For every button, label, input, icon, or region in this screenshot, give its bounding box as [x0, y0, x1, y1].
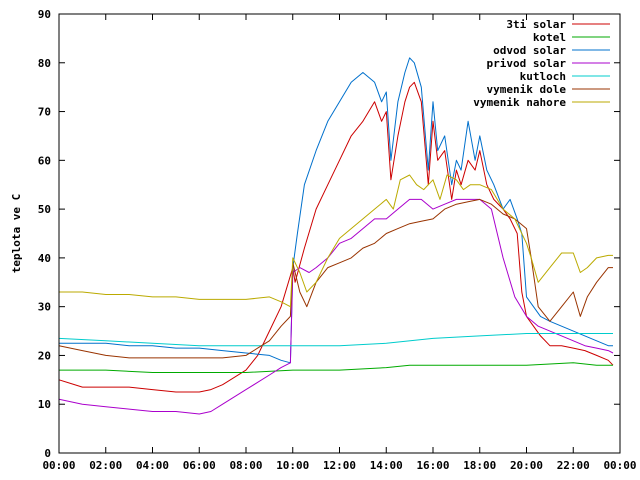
legend-label: 3ti solar: [506, 18, 566, 31]
y-tick-label: 70: [38, 106, 51, 119]
x-tick-label: 22:00: [557, 459, 590, 472]
y-tick-label: 90: [38, 8, 51, 21]
series-line-kutloch: [58, 333, 613, 347]
series-line-3ti-solar: [58, 81, 614, 393]
x-tick-label: 20:00: [510, 459, 543, 472]
legend-label: vymenik nahore: [473, 96, 566, 109]
y-tick-label: 20: [38, 349, 51, 362]
x-tick-label: 18:00: [463, 459, 496, 472]
series-line-privod-solar: [58, 198, 614, 415]
x-tick-label: 10:00: [276, 459, 309, 472]
series-line-vymenik-dole: [58, 198, 613, 359]
legend-label: privod solar: [487, 57, 567, 70]
y-tick-label: 40: [38, 252, 51, 265]
x-tick-label: 02:00: [89, 459, 122, 472]
x-tick-label: 14:00: [370, 459, 403, 472]
y-tick-label: 80: [38, 57, 51, 70]
x-tick-label: 00:00: [42, 459, 75, 472]
series-line-kotel: [59, 362, 613, 373]
y-tick-label: 30: [38, 301, 51, 314]
y-tick-label: 10: [38, 398, 51, 411]
x-tick-label: 08:00: [229, 459, 262, 472]
series-line-odvod-solar: [59, 57, 613, 364]
series-line-vymenik-nahore: [59, 174, 613, 308]
legend-label: kotel: [533, 31, 566, 44]
x-axis: 00:00 02:00 04:00 06:00 08:00 10:00 12:00 14:00…: [42, 14, 637, 472]
legend-label: kutloch: [520, 70, 566, 83]
x-tick-label: 04:00: [136, 459, 169, 472]
y-tick-label: 50: [38, 203, 51, 216]
x-tick-label: 00:00: [603, 459, 636, 472]
y-tick-label: 60: [38, 154, 51, 167]
y-axis-title: teplota ve C: [10, 194, 23, 273]
legend-label: vymenik dole: [487, 83, 567, 96]
legend-label: odvod solar: [493, 44, 566, 57]
x-tick-label: 16:00: [416, 459, 449, 472]
x-tick-label: 12:00: [323, 459, 356, 472]
y-axis: 0 10 20 30 40 50 60 70 80 90: [38, 8, 620, 460]
y-tick-label: 0: [44, 447, 51, 460]
series-lines: [58, 57, 614, 415]
x-tick-label: 06:00: [183, 459, 216, 472]
